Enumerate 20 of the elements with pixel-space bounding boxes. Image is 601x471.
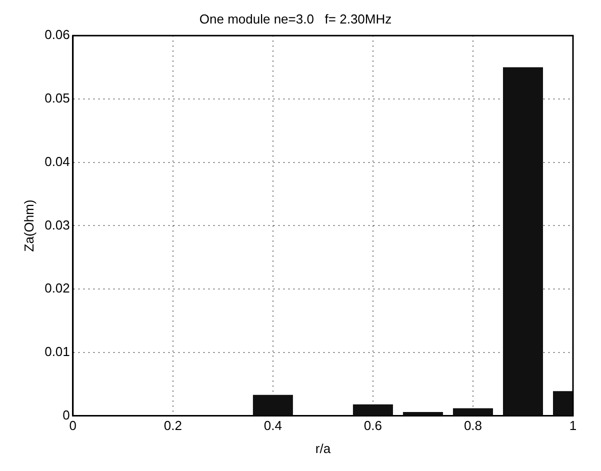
chart-title: One module ne=3.0 f= 2.30MHz [199, 11, 392, 26]
y-tick-label: 0.02 [44, 280, 70, 296]
bar [502, 67, 543, 416]
bar [252, 394, 293, 416]
y-tick-label: 0 [62, 407, 70, 422]
x-tick-label: 0.6 [364, 418, 382, 434]
y-tick-label: 0.01 [44, 344, 70, 360]
y-tick-label: 0.06 [44, 27, 70, 42]
x-tick-label: 0.8 [464, 418, 482, 434]
y-tick-label: 0.05 [44, 90, 70, 106]
x-tick-label: 1 [569, 418, 577, 434]
y-axis-title: Za(Ohm) [21, 200, 36, 252]
x-axis-title: r/a [315, 440, 332, 456]
bar [402, 412, 443, 416]
x-tick-label: 0.2 [164, 418, 182, 434]
x-tick-label: 0.4 [264, 418, 282, 434]
y-tick-label: 0.04 [44, 154, 70, 169]
bar [452, 408, 493, 416]
bar [352, 404, 393, 416]
y-tick-label: 0.03 [44, 217, 70, 232]
